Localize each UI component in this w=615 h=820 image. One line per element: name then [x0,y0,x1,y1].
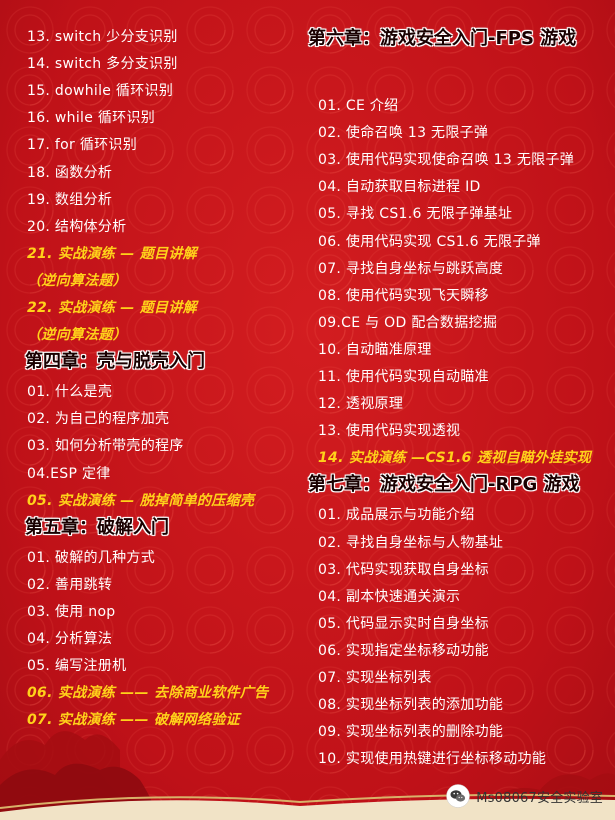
lesson-item: 18. 函数分析 [27,164,113,181]
lesson-item: 16. while 循环识别 [27,110,156,127]
lesson-item: 08. 使用代码实现飞天瞬移 [318,287,489,304]
lesson-item: 08. 实现坐标列表的添加功能 [318,697,504,714]
practice-item: 05. 实战演练 — 脱掉简单的压缩壳 [27,492,255,509]
lesson-item: 09.CE 与 OD 配合数据挖掘 [318,314,498,331]
lesson-item: 07. 寻找自身坐标与跳跃高度 [318,260,504,277]
chapter-heading: 第七章：游戏安全入门-RPG 游戏 [308,474,580,496]
lesson-item: 03. 使用 nop [27,603,116,620]
lesson-item: 03. 使用代码实现使命召唤 13 无限子弹 [318,152,575,169]
lesson-item: 05. 代码显示实时自身坐标 [318,615,489,632]
lesson-item: 01. 破解的几种方式 [27,549,156,566]
lesson-item: 19. 数组分析 [27,191,113,208]
chapter-heading: 第四章：壳与脱壳入门 [25,351,205,373]
lesson-item: 13. switch 少分支识别 [27,29,178,45]
lesson-item: 20. 结构体分析 [27,218,127,235]
practice-item: 06. 实战演练 —— 去除商业软件广告 [27,685,269,702]
lesson-item: 06. 实现指定坐标移动功能 [318,642,489,659]
chapter-heading: 第五章：破解入门 [25,516,169,538]
practice-item: 14. 实战演练 —CS1.6 透视自瞄外挂实现 [318,450,592,467]
practice-item: 22. 实战演练 — 题目讲解 [27,300,197,316]
lesson-item: 10. 实现使用热键进行坐标移动功能 [318,751,547,768]
lesson-item: 17. for 循环识别 [27,137,138,154]
lesson-item: 05. 寻找 CS1.6 无限子弹基址 [318,206,513,223]
lesson-item: 02. 善用跳转 [27,576,113,593]
lesson-item: 03. 如何分析带壳的程序 [27,438,184,455]
practice-item: （逆向算法题） [27,327,128,344]
practice-item: 21. 实战演练 — 题目讲解 [27,245,197,262]
lesson-item: 04. 自动获取目标进程 ID [318,179,481,196]
lesson-item: 06. 使用代码实现 CS1.6 无限子弹 [318,233,541,250]
chapter-heading: 第六章：游戏安全入门-FPS 游戏 [308,28,577,49]
lesson-item: 01. 什么是壳 [27,384,113,401]
watermark: Ms08067安全实验室 [446,784,603,808]
lesson-item: 01. 成品展示与功能介绍 [318,507,475,524]
lesson-item: 13. 使用代码实现透视 [318,423,461,440]
lesson-item: 02. 为自己的程序加壳 [27,411,170,428]
lesson-item: 04.ESP 定律 [27,465,111,482]
lesson-item: 09. 实现坐标列表的删除功能 [318,724,504,741]
lesson-item: 04. 分析算法 [27,631,113,647]
lesson-item: 14. switch 多分支识别 [27,56,178,73]
lesson-item: 10. 自动瞄准原理 [318,341,432,358]
practice-item: （逆向算法题） [27,272,128,289]
lesson-item: 02. 寻找自身坐标与人物基址 [318,534,504,551]
watermark-text: Ms08067安全实验室 [476,790,603,806]
practice-item: 07. 实战演练 —— 破解网络验证 [27,712,240,729]
lesson-item: 15. dowhile 循环识别 [27,83,174,100]
lesson-item: 01. CE 介绍 [318,98,399,114]
lesson-item: 02. 使命召唤 13 无限子弹 [318,125,489,142]
lesson-item: 03. 代码实现获取自身坐标 [318,561,489,578]
wechat-icon [446,784,470,808]
lesson-item: 07. 实现坐标列表 [318,670,432,686]
lesson-item: 04. 副本快速通关演示 [318,588,461,605]
lesson-item: 05. 编写注册机 [27,658,127,675]
lesson-item: 12. 透视原理 [318,396,404,413]
lesson-item: 11. 使用代码实现自动瞄准 [318,369,489,385]
